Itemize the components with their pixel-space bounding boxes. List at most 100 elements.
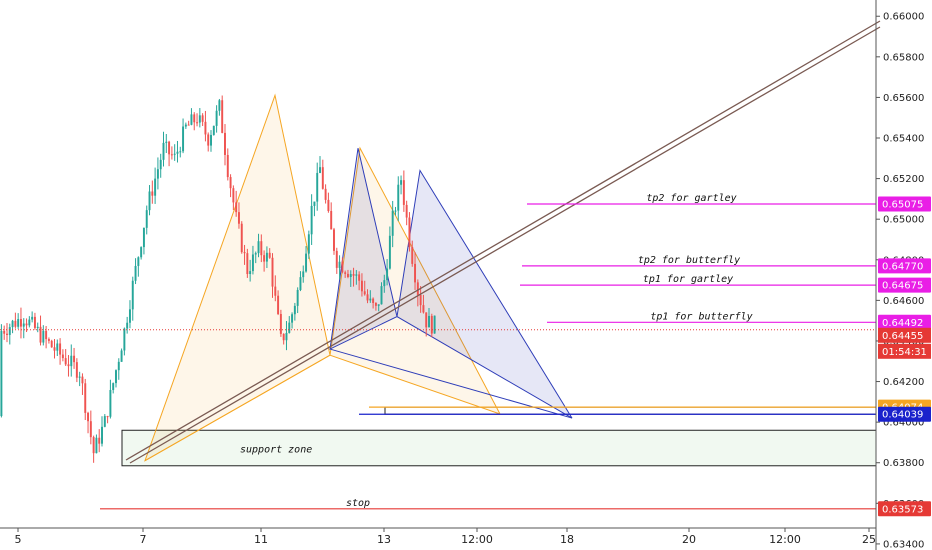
candle-body <box>8 327 11 335</box>
candle-body <box>400 180 403 185</box>
candle-body <box>126 322 129 329</box>
candle-body <box>388 235 391 269</box>
candle-body <box>28 319 31 326</box>
candle-body <box>274 286 277 296</box>
current-price-text: 0.64455 <box>882 331 923 342</box>
x-tick-label: 25 <box>862 533 876 546</box>
candle-body <box>31 316 34 320</box>
candle-body <box>335 250 338 268</box>
countdown-text: 01:54:31 <box>882 347 927 358</box>
candle-body <box>215 110 218 126</box>
candle-body <box>173 153 176 155</box>
price-badge-text: 0.63573 <box>882 504 923 515</box>
x-tick-label: 11 <box>254 533 268 546</box>
candle-body <box>428 315 430 328</box>
candle-body <box>53 347 56 351</box>
candle-body <box>277 295 280 315</box>
candle-body <box>61 354 64 359</box>
candle-body <box>402 180 405 205</box>
candle-body <box>193 114 196 123</box>
candle-body <box>327 199 330 211</box>
candle-body <box>221 100 224 133</box>
candle-body <box>352 274 355 276</box>
candle-body <box>70 355 73 367</box>
candle-body <box>120 350 123 362</box>
candle-body <box>109 390 112 417</box>
candle-body <box>162 142 165 160</box>
candle-body <box>56 343 59 351</box>
candle-body <box>92 437 95 454</box>
candle-body <box>391 210 394 236</box>
candle-body <box>380 286 383 305</box>
y-tick-label: 0.65400 <box>883 134 924 145</box>
trendline-lower <box>129 26 881 464</box>
price-badge-text: 0.64492 <box>882 318 923 329</box>
candle-body <box>198 115 201 123</box>
gartley-xb-line <box>144 354 331 462</box>
candle-body <box>25 323 28 326</box>
y-tick-label: 0.65800 <box>883 52 924 63</box>
candle-body <box>212 125 215 135</box>
price-badge <box>878 277 931 293</box>
candle-body <box>59 343 62 355</box>
price-badge-text: 0.64770 <box>882 261 923 272</box>
candle-body <box>182 126 185 152</box>
candle-body <box>112 383 115 391</box>
candle-body <box>33 316 36 328</box>
candle-body <box>137 257 140 266</box>
price-badge-text: 0.64675 <box>882 281 923 292</box>
candle-body <box>307 234 310 254</box>
candle-body <box>263 255 266 262</box>
entry-zone-box <box>384 406 877 415</box>
y-tick-label: 0.65600 <box>883 93 924 104</box>
candle-body <box>170 154 173 156</box>
candle-body <box>128 309 131 323</box>
candle-body <box>394 210 397 212</box>
x-tick-label: 20 <box>682 533 696 546</box>
support-zone-label: support zone <box>240 445 312 456</box>
candle-body <box>349 274 352 278</box>
level-label: tp2 for gartley <box>646 193 736 204</box>
candle-body <box>148 191 151 211</box>
x-tick-label: 12:00 <box>769 533 801 546</box>
candle-body <box>425 312 428 328</box>
candle-body <box>346 273 349 278</box>
candle-body <box>279 314 282 334</box>
candle-body <box>257 241 260 254</box>
candle-body <box>106 416 109 418</box>
candle-body <box>87 412 90 422</box>
candle-body <box>316 172 319 202</box>
candle-body <box>260 241 263 256</box>
candle-body <box>360 280 363 292</box>
candle-body <box>154 178 157 196</box>
candle-body <box>251 254 254 272</box>
candle-body <box>358 274 361 281</box>
candle-body <box>293 305 296 315</box>
candle-body <box>299 277 302 290</box>
candle-body <box>19 319 22 327</box>
candle-body <box>405 204 408 218</box>
candle-body <box>282 333 285 341</box>
y-tick-label: 0.64000 <box>883 418 924 429</box>
candle-body <box>47 339 50 341</box>
candle-body <box>377 304 380 306</box>
candle-body <box>142 227 145 248</box>
candle-body <box>165 141 168 143</box>
butterfly-xab <box>329 148 398 350</box>
candle-body <box>98 437 101 444</box>
candle-body <box>419 294 422 306</box>
price-badge-text: 0.64039 <box>882 410 923 421</box>
price-badge-text: 0.65075 <box>882 199 923 210</box>
candle-body <box>190 114 193 125</box>
candle-body <box>408 217 411 247</box>
candle-body <box>302 271 305 278</box>
level-label: tp2 for butterfly <box>638 255 740 266</box>
candle-body <box>313 201 316 206</box>
price-badge <box>878 196 931 212</box>
x-tick-label: 12:00 <box>461 533 493 546</box>
candle-body <box>67 364 70 367</box>
candle-body <box>341 261 344 273</box>
candle-body <box>243 252 246 254</box>
y-tick-label: 0.65000 <box>883 215 924 226</box>
